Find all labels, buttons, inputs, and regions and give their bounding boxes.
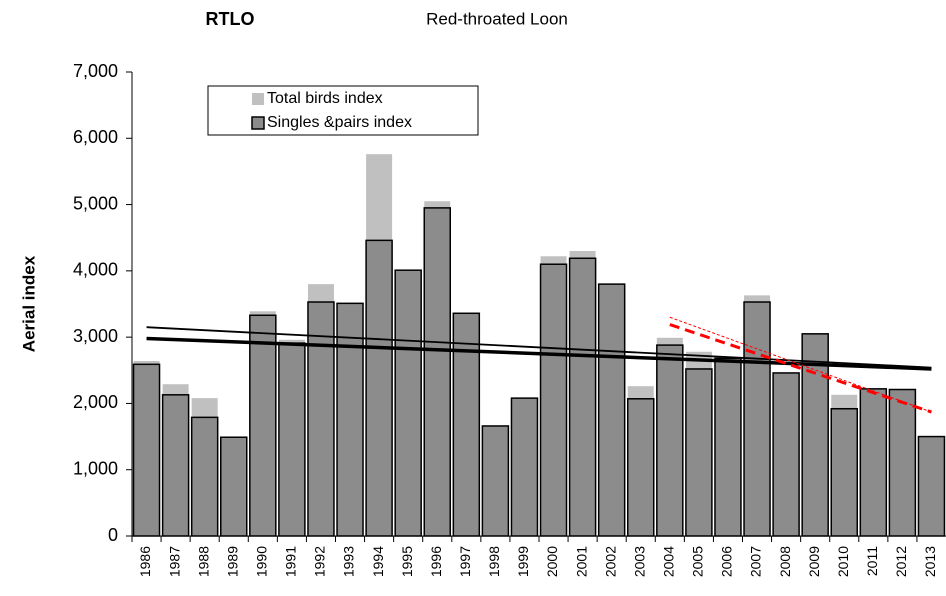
x-tick-label: 1996 [428, 546, 444, 577]
bar [568, 257, 597, 537]
bar [830, 407, 858, 537]
x-tick-label: 2002 [602, 546, 618, 577]
bar [423, 207, 451, 537]
legend-label: Singles &pairs index [267, 114, 412, 131]
y-tick-label: 3,000 [73, 326, 118, 346]
bar [249, 314, 277, 537]
legend-label: Total birds index [267, 90, 383, 107]
bar [394, 269, 422, 537]
x-tick-label: 1995 [399, 546, 415, 577]
bar [627, 398, 655, 537]
x-tick-label: 1997 [457, 546, 473, 577]
legend: Total birds index Singles &pairs index [207, 85, 479, 136]
x-tick-label: 2013 [922, 546, 938, 577]
x-tick-label: 1987 [166, 546, 182, 577]
bar [801, 333, 829, 537]
x-tick-label: 1998 [486, 546, 502, 577]
bar [161, 394, 190, 537]
bar [510, 397, 539, 537]
bar [743, 301, 771, 537]
y-tick-label: 5,000 [73, 193, 118, 213]
x-tick-label: 2010 [835, 546, 851, 577]
bar [190, 416, 219, 537]
x-tick-label: 1989 [224, 546, 240, 577]
bar [481, 425, 510, 537]
x-tick-label: 2004 [661, 546, 677, 577]
bar [597, 283, 626, 537]
trend-line [146, 326, 932, 369]
chart-subtitle: Red-throated Loon [426, 9, 568, 28]
x-tick-label: 2001 [573, 546, 589, 577]
y-tick-label: 4,000 [73, 260, 118, 280]
bar [859, 388, 888, 537]
bar [656, 344, 684, 537]
y-tick-label: 2,000 [73, 392, 118, 412]
bar [685, 368, 713, 537]
x-tick-label: 2000 [544, 546, 560, 577]
x-tick-label: 1992 [312, 546, 328, 577]
trend-line [669, 316, 932, 413]
chart-title: RTLO [206, 9, 255, 29]
trend-line [146, 336, 932, 371]
bar [917, 435, 946, 537]
x-tick-label: 1993 [341, 546, 357, 577]
bar [714, 357, 742, 537]
y-tick-label: 0 [108, 525, 118, 545]
x-tick-label: 2011 [864, 546, 880, 576]
x-tick-label: 2005 [690, 546, 706, 577]
x-tick-label: 2007 [748, 546, 764, 577]
bar [365, 239, 393, 537]
legend-swatch [251, 116, 265, 130]
x-tick-label: 1990 [254, 546, 270, 577]
y-tick-label: 6,000 [73, 127, 118, 147]
bar [888, 388, 917, 537]
x-tick-label: 2003 [631, 546, 647, 577]
x-tick-label: 1991 [283, 546, 299, 577]
legend-swatch [252, 93, 264, 105]
x-tick-label: 2009 [806, 546, 822, 577]
x-tick-label: 1994 [370, 546, 386, 577]
x-tick-label: 2008 [777, 546, 793, 577]
trend-line [669, 323, 932, 414]
x-tick-label: 1986 [137, 546, 153, 577]
y-axis-title: Aerial index [19, 255, 38, 352]
bar [772, 372, 800, 537]
bar [278, 342, 306, 537]
x-tick-label: 1999 [515, 546, 531, 577]
x-tick-label: 2006 [719, 546, 735, 577]
bar [539, 263, 568, 537]
bar [452, 312, 481, 537]
y-tick-label: 1,000 [73, 458, 118, 478]
bar [220, 436, 248, 537]
bar [132, 363, 161, 537]
x-tick-label: 2012 [893, 546, 909, 577]
y-tick-label: 7,000 [73, 61, 118, 81]
x-tick-label: 1988 [195, 546, 211, 577]
